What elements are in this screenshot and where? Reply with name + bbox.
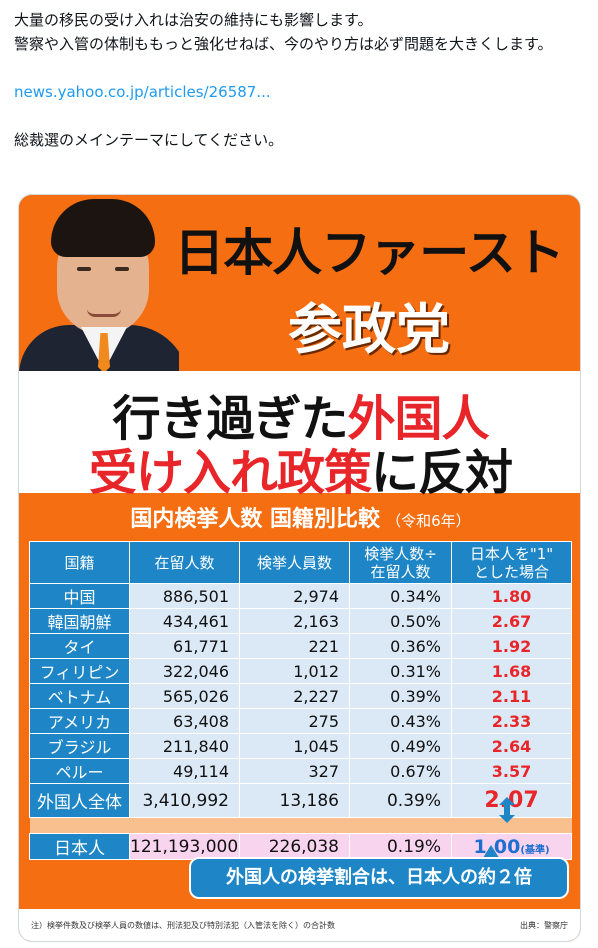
slogan-l1-black: 行き過ぎた [112, 391, 348, 447]
table-row: 日本人 121,193,000 226,038 0.19% 1.00(基準) [29, 833, 572, 860]
slogan-line-2: 受け入れ政策に反対 [19, 433, 580, 503]
table-subtitle: 国内検挙人数 国籍別比較 （令和6年） [19, 501, 580, 533]
table-row: 韓国朝鮮 434,461 2,163 0.50% 2.67 [29, 608, 572, 634]
cell-country: ブラジル [29, 733, 130, 759]
header-rate: 検挙人数÷ 在留人数 [349, 541, 452, 584]
cell-ratio: 2.67 [451, 608, 572, 634]
table-row: タイ 61,771 221 0.36% 1.92 [29, 633, 572, 659]
post-text: 大量の移民の受け入れは治安の維持にも影響します。 警察や入管の体制ももっと強化せ… [14, 8, 584, 152]
cell-arrests: 13,186 [239, 783, 350, 818]
table-row: 中国 886,501 2,974 0.34% 1.80 [29, 583, 572, 609]
cell-arrests: 1,045 [239, 733, 350, 759]
cell-country: 外国人全体 [29, 783, 130, 818]
cell-rate: 0.39% [349, 783, 452, 818]
cell-residents: 565,026 [129, 683, 240, 709]
table-row: 外国人全体 3,410,992 13,186 0.39% 2.07 [29, 783, 572, 818]
cell-ratio: 1.00(基準) [451, 833, 572, 860]
slogan-l2-black: に反対 [371, 445, 513, 501]
cell-residents: 3,410,992 [129, 783, 240, 818]
cell-country: ペルー [29, 758, 130, 784]
slogan-band: 行き過ぎた外国人 受け入れ政策に反対 [19, 371, 580, 501]
header-residents: 在留人数 [129, 541, 240, 584]
subtitle-text: 国内検挙人数 国籍別比較 [130, 507, 381, 532]
headline-japanese-first: 日本人ファースト [174, 224, 565, 282]
post-image[interactable]: 日本人ファースト 参政党 行き過ぎた外国人 受け入れ政策に反対 国内検挙人数 国… [18, 194, 581, 942]
politician-photo [19, 195, 179, 371]
cell-arrests: 2,227 [239, 683, 350, 709]
cell-arrests: 275 [239, 708, 350, 734]
cell-country: 中国 [29, 583, 130, 609]
cell-residents: 121,193,000 [129, 833, 240, 860]
cell-country: ベトナム [29, 683, 130, 709]
cell-rate: 0.43% [349, 708, 452, 734]
cell-ratio: 1.80 [451, 583, 572, 609]
cell-residents: 886,501 [129, 583, 240, 609]
cell-rate: 0.49% [349, 733, 452, 759]
table-spacer [29, 817, 572, 834]
cell-residents: 61,771 [129, 633, 240, 659]
footnote-bar: 注）検挙件数及び検挙人員の数値は、刑法犯及び特別法犯（入管法を除く）の合計数 出… [19, 909, 580, 941]
article-link[interactable]: news.yahoo.co.jp/articles/26587... [14, 83, 271, 101]
slogan-l1-red: 外国人 [347, 391, 490, 447]
cell-arrests: 226,038 [239, 833, 350, 860]
table-header-row: 国籍 在留人数 検挙人員数 検挙人数÷ 在留人数 日本人を"1" とした場合 [29, 541, 572, 584]
cell-rate: 0.39% [349, 683, 452, 709]
slogan-l2-red: 受け入れ政策 [88, 445, 372, 501]
base-label: (基準) [520, 844, 550, 856]
post-line-3: 総裁選のメインテーマにしてください。 [14, 131, 284, 149]
cell-country: タイ [29, 633, 130, 659]
cell-ratio: 1.68 [451, 658, 572, 684]
cell-residents: 322,046 [129, 658, 240, 684]
double-arrow-icon [499, 797, 515, 823]
subtitle-year: （令和6年） [386, 512, 471, 530]
post-line-1: 大量の移民の受け入れは治安の維持にも影響します。 [14, 11, 373, 29]
cell-ratio: 2.07 [451, 783, 572, 818]
table-row: フィリピン 322,046 1,012 0.31% 1.68 [29, 658, 572, 684]
cell-country: アメリカ [29, 708, 130, 734]
cell-rate: 0.34% [349, 583, 452, 609]
source-credit: 出典：警察庁 [520, 921, 568, 930]
cell-rate: 0.36% [349, 633, 452, 659]
cell-residents: 49,114 [129, 758, 240, 784]
slogan-line-1: 行き過ぎた外国人 [19, 379, 580, 449]
table-row: ブラジル 211,840 1,045 0.49% 2.64 [29, 733, 572, 759]
cell-country: 日本人 [29, 833, 130, 860]
cell-arrests: 1,012 [239, 658, 350, 684]
cell-arrests: 2,974 [239, 583, 350, 609]
cell-ratio: 2.64 [451, 733, 572, 759]
cell-arrests: 2,163 [239, 608, 350, 634]
cell-arrests: 221 [239, 633, 350, 659]
post-line-2: 警察や入管の体制ももっと強化せねば、今のやり方は必ず問題を大きくします。 [14, 35, 553, 53]
cell-residents: 434,461 [129, 608, 240, 634]
header-nationality: 国籍 [29, 541, 130, 584]
cell-ratio: 1.92 [451, 633, 572, 659]
cell-country: 韓国朝鮮 [29, 608, 130, 634]
cell-residents: 211,840 [129, 733, 240, 759]
header-arrests: 検挙人員数 [239, 541, 350, 584]
header-ratio: 日本人を"1" とした場合 [451, 541, 572, 584]
table-row: ベトナム 565,026 2,227 0.39% 2.11 [29, 683, 572, 709]
table-row: ペルー 49,114 327 0.67% 3.57 [29, 758, 572, 784]
footnote: 注）検挙件数及び検挙人員の数値は、刑法犯及び特別法犯（入管法を除く）の合計数 [31, 921, 335, 930]
cell-country: フィリピン [29, 658, 130, 684]
conclusion-callout: 外国人の検挙割合は、日本人の約２倍 [189, 857, 569, 899]
cell-rate: 0.31% [349, 658, 452, 684]
cell-ratio: 2.33 [451, 708, 572, 734]
cell-arrests: 327 [239, 758, 350, 784]
arrest-stats-table: 国籍 在留人数 検挙人員数 検挙人数÷ 在留人数 日本人を"1" とした場合 中国 8… [29, 541, 572, 860]
cell-residents: 63,408 [129, 708, 240, 734]
cell-ratio: 2.11 [451, 683, 572, 709]
headline-party-name: 参政党 [288, 298, 450, 361]
cell-rate: 0.19% [349, 833, 452, 860]
cell-rate: 0.50% [349, 608, 452, 634]
cell-rate: 0.67% [349, 758, 452, 784]
table-row: アメリカ 63,408 275 0.43% 2.33 [29, 708, 572, 734]
cell-ratio: 3.57 [451, 758, 572, 784]
